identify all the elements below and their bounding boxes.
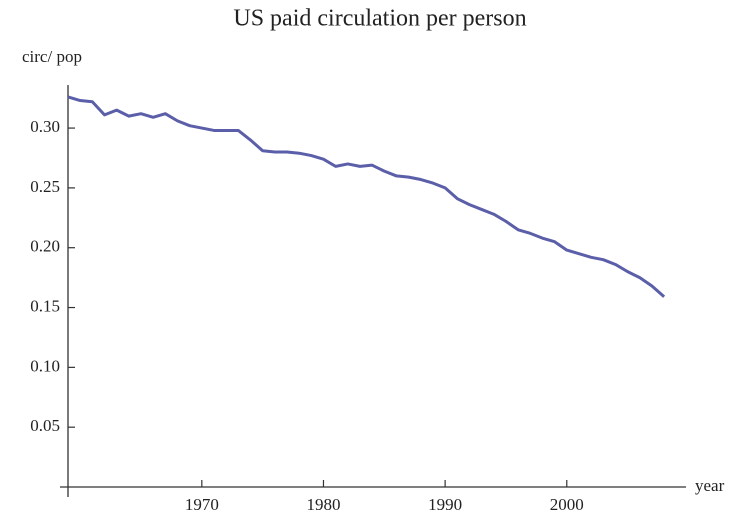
y-tick-label: 0.25: [30, 177, 60, 196]
y-tick-label: 0.10: [30, 356, 60, 375]
x-axis-label: year: [695, 476, 725, 495]
y-tick-label: 0.20: [30, 237, 60, 256]
y-tick-label: 0.30: [30, 117, 60, 136]
chart-title: US paid circulation per person: [233, 6, 526, 32]
y-axis-label: circ/ pop: [22, 47, 82, 66]
y-tick-label: 0.05: [30, 416, 60, 435]
x-tick-label: 1980: [306, 495, 340, 514]
y-tick-label: 0.15: [30, 296, 60, 315]
line: [67, 95, 666, 298]
x-tick-label: 1970: [185, 495, 219, 514]
x-tick-label: 2000: [550, 495, 584, 514]
x-tick-label: 1990: [428, 495, 462, 514]
